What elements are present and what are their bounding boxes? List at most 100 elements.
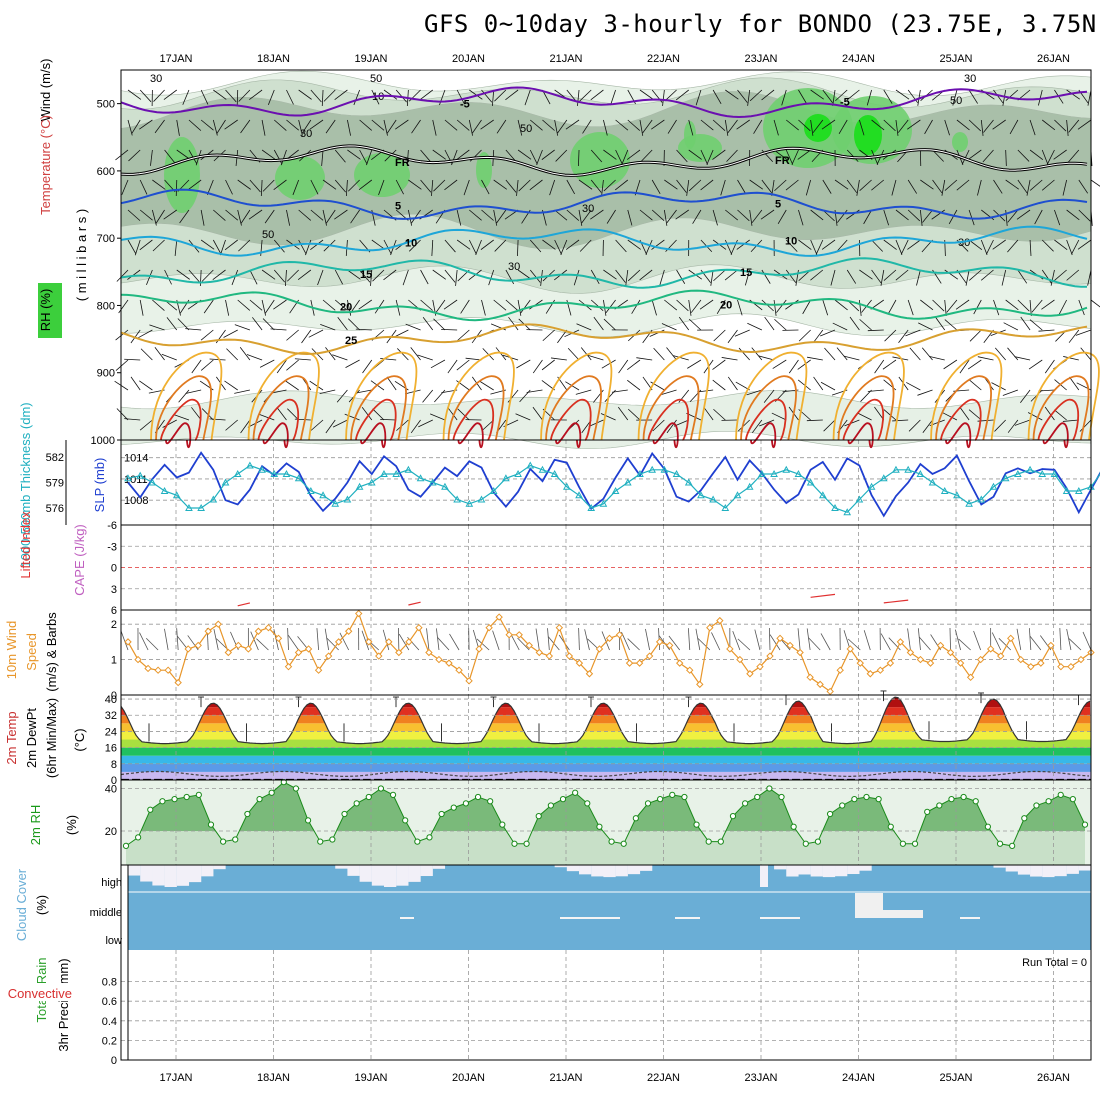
upper-wind-barb — [566, 209, 580, 221]
wind-speed-marker — [575, 659, 584, 667]
upper-wind-barb — [1005, 299, 1019, 311]
wind-axis-label: Wind (m/s) — [38, 59, 53, 122]
thickness-marker — [818, 491, 827, 499]
upper-wind-barb — [334, 299, 348, 311]
upper-wind-barb — [481, 299, 486, 316]
upper-wind-barb — [481, 179, 490, 195]
high-cloud-gap — [615, 865, 628, 877]
upper-wind-barb — [832, 322, 848, 331]
upper-wind-barb — [806, 419, 823, 422]
upper-wind-barb — [1041, 299, 1055, 310]
wind-panel-label-3: (m/s) & Barbs — [44, 612, 59, 692]
upper-wind-barb — [907, 119, 921, 130]
upper-wind-barb — [371, 119, 385, 131]
upper-wind-barb — [163, 209, 177, 220]
rh-contour-label: 30 — [964, 73, 976, 85]
upper-wind-barb — [237, 299, 251, 311]
temp-band — [121, 739, 1091, 748]
upper-wind-barb — [298, 89, 312, 100]
upper-wind-barb — [280, 149, 287, 166]
upper-wind-barb — [270, 328, 287, 331]
upper-wind-barb — [905, 329, 921, 337]
thickness-marker — [1062, 486, 1071, 494]
upper-wind-barb — [182, 89, 190, 105]
upper-wind-barb — [309, 380, 324, 391]
temp-contour-warm — [447, 375, 505, 441]
upper-wind-barb — [334, 89, 348, 100]
upper-wind-barb — [713, 329, 726, 342]
upper-wind-barb — [587, 355, 604, 361]
upper-wind-barb — [121, 179, 129, 195]
thickness-marker — [1026, 465, 1034, 473]
upper-wind-barb — [749, 179, 764, 190]
upper-wind-barb — [146, 269, 153, 286]
rh-marker — [171, 796, 178, 803]
upper-wind-barb — [200, 89, 209, 105]
upper-wind-barb — [139, 380, 153, 391]
date-tick-top: 24JAN — [842, 53, 875, 65]
wind-speed-marker — [264, 624, 273, 632]
high-cloud-gap — [1005, 865, 1018, 872]
upper-wind-barb — [153, 89, 165, 102]
surface-wind-barb — [437, 637, 450, 651]
upper-wind-barb — [667, 119, 677, 134]
surface-wind-barb — [806, 628, 811, 651]
upper-wind-barb — [422, 316, 434, 331]
upper-wind-barb — [761, 179, 772, 193]
surface-wind-barb — [1082, 631, 1092, 651]
rh-marker — [657, 796, 664, 803]
upper-wind-barb — [286, 89, 294, 105]
surface-wind-barb — [797, 628, 801, 651]
upper-wind-barb — [444, 239, 456, 253]
upper-wind-barb — [567, 347, 580, 361]
upper-wind-barb — [116, 269, 129, 282]
upper-wind-barb — [700, 119, 714, 131]
upper-wind-barb — [1071, 239, 1080, 255]
chart-title: GFS 0~10day 3-hourly for BONDO (23.75E, … — [424, 10, 1100, 38]
high-cloud-gap — [1066, 865, 1079, 874]
upper-wind-barb — [177, 318, 190, 331]
precip-tick-label: 0.8 — [102, 977, 117, 989]
upper-wind-barb — [1068, 119, 1080, 133]
upper-wind-barb — [151, 209, 157, 226]
thickness-marker — [916, 469, 925, 477]
isotherm-FR-inner — [120, 145, 1088, 176]
upper-wind-barb — [846, 89, 860, 101]
upper-wind-barb — [834, 179, 849, 190]
upper-wind-barb — [1016, 209, 1031, 220]
upper-wind-barb — [516, 359, 531, 369]
upper-wind-barb — [273, 239, 285, 253]
temp-tick-label: 32 — [105, 710, 117, 722]
upper-wind-barb — [515, 413, 531, 421]
high-cloud-gap — [359, 865, 372, 882]
upper-wind-barb — [944, 269, 959, 280]
upper-wind-barb — [590, 149, 603, 163]
upper-wind-barb — [444, 179, 458, 191]
upper-wind-barb — [259, 413, 275, 421]
temp-contour-warm — [252, 375, 310, 441]
rh-marker — [232, 836, 239, 843]
upper-wind-barb — [310, 209, 324, 221]
wind-speed-marker — [595, 645, 604, 653]
slp-axis-label: SLP (mb) — [92, 458, 107, 513]
surface-wind-barb — [627, 638, 640, 651]
upper-wind-barb — [961, 149, 970, 165]
surface-wind-barb — [164, 628, 169, 651]
upper-wind-barb — [386, 119, 397, 134]
upper-wind-barb — [664, 89, 677, 102]
temp-contour-warm — [837, 375, 895, 441]
upper-wind-barb — [725, 209, 739, 221]
temp-contour-warm — [647, 398, 690, 441]
upper-wind-barb — [968, 149, 982, 160]
upper-wind-barb — [361, 406, 373, 421]
upper-wind-barb — [479, 381, 494, 391]
wind-speed-marker — [906, 648, 915, 657]
upper-wind-barb — [139, 119, 153, 130]
upper-wind-barb — [494, 89, 507, 102]
surface-wind-barb — [949, 628, 951, 651]
upper-wind-barb — [264, 209, 275, 224]
upper-wind-barb — [699, 299, 714, 310]
upper-wind-barb — [496, 119, 507, 134]
upper-wind-barb — [760, 209, 775, 220]
upper-wind-barb — [334, 269, 343, 285]
